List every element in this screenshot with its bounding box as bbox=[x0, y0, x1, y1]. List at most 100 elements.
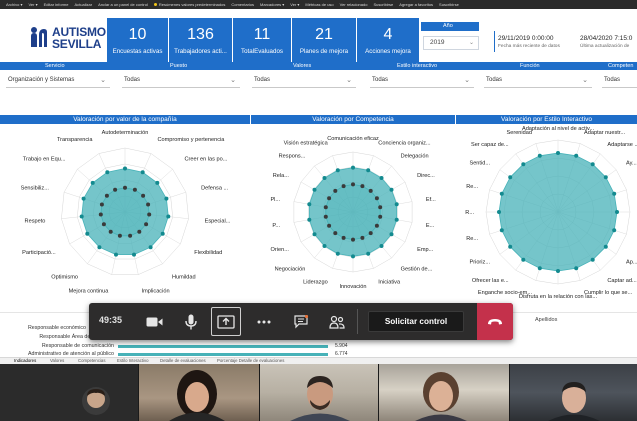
radar-point[interactable] bbox=[140, 170, 145, 175]
radar-point[interactable] bbox=[312, 232, 317, 237]
kpi-card-evaluados[interactable]: 11 TotalEvaluados bbox=[233, 18, 291, 63]
radar-point[interactable] bbox=[394, 202, 399, 207]
radar-point[interactable] bbox=[368, 188, 373, 193]
radar-point[interactable] bbox=[366, 168, 371, 173]
radar-point[interactable] bbox=[164, 196, 169, 201]
radar-point[interactable] bbox=[333, 231, 338, 236]
radar-point[interactable] bbox=[148, 245, 153, 250]
ribbon-item[interactable]: Ver ▾ bbox=[290, 2, 300, 7]
radar-point[interactable] bbox=[333, 188, 338, 193]
radar-point[interactable] bbox=[374, 223, 379, 228]
radar-point[interactable] bbox=[521, 162, 526, 167]
radar-point[interactable] bbox=[327, 196, 332, 201]
filter-select-puesto[interactable]: Todas ⌄ bbox=[122, 73, 240, 88]
radar-point[interactable] bbox=[322, 244, 327, 248]
more-options-button[interactable] bbox=[249, 307, 279, 336]
radar-point[interactable] bbox=[612, 191, 617, 196]
radar-point[interactable] bbox=[307, 202, 312, 207]
filter-select-competencia[interactable]: Todas bbox=[602, 73, 637, 88]
radar-point[interactable] bbox=[322, 176, 327, 180]
radar-point[interactable] bbox=[81, 196, 86, 201]
participant-tile[interactable] bbox=[379, 364, 509, 421]
request-control-button[interactable]: Solicitar control bbox=[368, 311, 464, 332]
radar-point[interactable] bbox=[128, 233, 133, 238]
radar-point[interactable] bbox=[155, 180, 160, 185]
radar-point[interactable] bbox=[123, 185, 127, 190]
camera-button[interactable] bbox=[139, 307, 169, 336]
radar-point[interactable] bbox=[366, 251, 371, 256]
radar-point[interactable] bbox=[360, 184, 365, 189]
tab-estilo-interactivo[interactable]: Estilo Interactivo bbox=[117, 358, 149, 363]
chat-button[interactable] bbox=[286, 307, 316, 336]
radar-point[interactable] bbox=[117, 233, 122, 238]
radar-point[interactable] bbox=[160, 231, 165, 236]
radar-point[interactable] bbox=[99, 202, 104, 207]
ribbon-item[interactable]: Actualizar bbox=[74, 2, 93, 7]
participant-tile[interactable] bbox=[260, 364, 378, 421]
radar-point[interactable] bbox=[147, 212, 152, 217]
participant-tile[interactable] bbox=[139, 364, 259, 421]
kpi-card-acciones[interactable]: 4 Acciones mejora bbox=[357, 18, 419, 63]
radar-point[interactable] bbox=[132, 187, 137, 192]
radar-point[interactable] bbox=[499, 191, 504, 196]
radar-point[interactable] bbox=[574, 266, 579, 271]
radar-point[interactable] bbox=[603, 175, 608, 180]
hang-up-button[interactable] bbox=[477, 303, 513, 340]
ribbon-item[interactable]: Agregar a favoritos bbox=[399, 2, 434, 7]
radar-point[interactable] bbox=[351, 254, 355, 259]
ribbon-item[interactable]: Comentarios bbox=[231, 2, 255, 7]
share-screen-button[interactable] bbox=[211, 307, 241, 336]
radar-point[interactable] bbox=[141, 193, 146, 198]
filter-select-estilo[interactable]: Todas ⌄ bbox=[370, 73, 474, 88]
radar-point[interactable] bbox=[85, 231, 90, 236]
kpi-card-planes[interactable]: 21 Planes de mejora bbox=[292, 18, 356, 63]
radar-point[interactable] bbox=[105, 170, 110, 175]
radar-point[interactable] bbox=[590, 257, 595, 262]
participants-button[interactable] bbox=[322, 307, 352, 336]
radar-point[interactable] bbox=[521, 257, 526, 262]
ribbon-item[interactable]: Métricas de uso bbox=[305, 2, 334, 7]
radar-point[interactable] bbox=[615, 210, 619, 214]
radar-point[interactable] bbox=[312, 187, 317, 192]
tab-valores[interactable]: Valores bbox=[50, 358, 65, 363]
radar-point[interactable] bbox=[537, 266, 542, 271]
filter-select-valores[interactable]: Todas ⌄ bbox=[252, 73, 356, 88]
radar-point[interactable] bbox=[341, 184, 346, 189]
radar-point[interactable] bbox=[556, 269, 560, 273]
radar-point[interactable] bbox=[360, 235, 365, 240]
radar-point[interactable] bbox=[497, 210, 501, 214]
radar-point[interactable] bbox=[104, 193, 109, 198]
radar-point[interactable] bbox=[508, 175, 513, 180]
radar-point[interactable] bbox=[108, 229, 113, 234]
radar-point[interactable] bbox=[341, 235, 346, 240]
radar-point[interactable] bbox=[351, 182, 355, 187]
radar-point[interactable] bbox=[335, 168, 340, 173]
radar-point[interactable] bbox=[351, 237, 355, 242]
radar-point[interactable] bbox=[379, 244, 384, 248]
radar-point[interactable] bbox=[90, 180, 95, 185]
ribbon-item[interactable]: Resúmenes valores predeterminados bbox=[154, 2, 225, 7]
radar-point[interactable] bbox=[612, 228, 617, 233]
ribbon-item[interactable]: Archivo ▾ bbox=[6, 2, 23, 7]
filter-select-servicio[interactable]: Organización y Sistemas ⌄ bbox=[6, 73, 110, 88]
radar-point[interactable] bbox=[351, 165, 355, 170]
tab-competencias[interactable]: Competencias bbox=[78, 358, 106, 363]
radar-point[interactable] bbox=[114, 252, 118, 257]
radar-point[interactable] bbox=[379, 176, 384, 180]
kpi-card-encuestas[interactable]: 10 Encuestas activas bbox=[107, 18, 168, 63]
participant-tile[interactable] bbox=[510, 364, 637, 421]
radar-point[interactable] bbox=[97, 245, 102, 250]
ribbon-item[interactable]: Ver ▾ bbox=[28, 2, 38, 7]
radar-point[interactable] bbox=[132, 252, 136, 257]
radar-point[interactable] bbox=[335, 251, 340, 256]
radar-point[interactable] bbox=[137, 229, 142, 234]
radar-point[interactable] bbox=[79, 214, 84, 219]
ribbon-item[interactable]: Suscribirse bbox=[373, 2, 394, 7]
radar-point[interactable] bbox=[113, 187, 118, 192]
radar-point[interactable] bbox=[394, 217, 399, 222]
ribbon-item[interactable]: Anclar a un panel de control bbox=[98, 2, 148, 7]
radar-point[interactable] bbox=[146, 202, 151, 207]
radar-point[interactable] bbox=[590, 162, 595, 167]
radar-point[interactable] bbox=[537, 153, 542, 158]
participant-tile[interactable] bbox=[0, 364, 138, 421]
